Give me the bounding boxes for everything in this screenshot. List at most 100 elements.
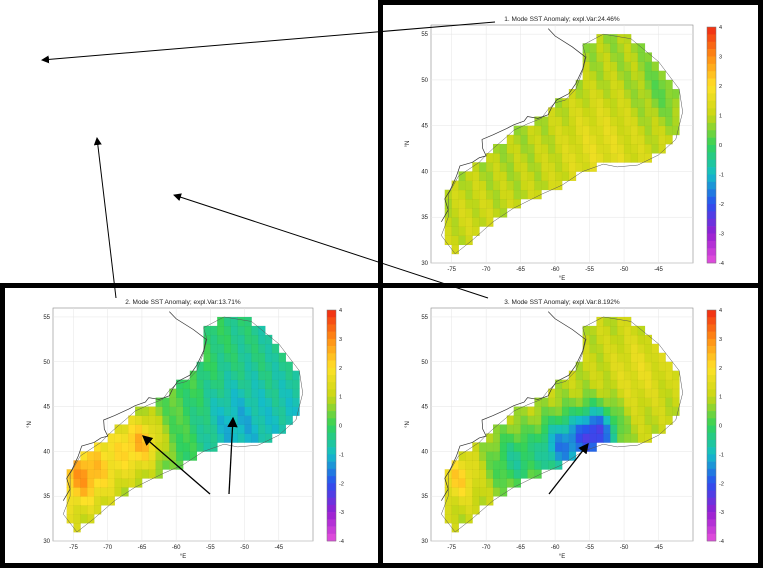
- x-tick-label: -45: [654, 267, 663, 273]
- field-cell: [444, 505, 453, 515]
- field-cell: [630, 61, 639, 72]
- field-cell: [237, 370, 245, 381]
- field-cell: [541, 134, 549, 145]
- field-cell: [610, 153, 618, 163]
- colorbar-segment: [707, 411, 716, 419]
- field-cell: [527, 134, 535, 145]
- field-cell: [472, 180, 480, 191]
- field-cell: [499, 424, 508, 434]
- colorbar-segment: [707, 533, 716, 542]
- field-cell: [141, 460, 150, 470]
- colorbar-segment: [327, 346, 336, 354]
- field-cell: [465, 235, 473, 246]
- field-cell: [217, 433, 225, 443]
- field-cell: [637, 143, 646, 154]
- colorbar-tick-label: 0: [339, 424, 342, 430]
- field-cell: [251, 406, 259, 416]
- field-cell: [506, 143, 515, 154]
- field-cell: [210, 388, 218, 399]
- colorbar-tick-label: -1: [719, 452, 724, 458]
- field-cell: [617, 61, 625, 72]
- field-cell: [575, 162, 584, 172]
- field-cell: [217, 325, 225, 336]
- field-cell: [223, 424, 232, 434]
- colorbar-segment: [327, 468, 336, 477]
- colorbar-segment: [707, 490, 716, 498]
- field-cell: [520, 153, 528, 163]
- field-cell: [596, 370, 604, 381]
- field-cell: [617, 107, 625, 117]
- field-cell: [555, 442, 563, 452]
- field-cell: [644, 424, 653, 434]
- field-cell: [589, 153, 597, 163]
- field-cell: [644, 88, 653, 99]
- field-cell: [479, 180, 487, 191]
- field-cell: [603, 79, 611, 90]
- field-cell: [644, 352, 653, 363]
- field-cell: [196, 397, 204, 407]
- field-cell: [486, 207, 494, 218]
- field-cell: [182, 424, 191, 434]
- field-cell: [541, 451, 549, 461]
- field-cell: [244, 361, 252, 372]
- field-cell: [451, 189, 459, 200]
- field-cell: [121, 460, 129, 470]
- field-cell: [644, 70, 653, 81]
- field-cell: [135, 406, 143, 416]
- x-tick-label: -70: [482, 545, 491, 551]
- field-cell: [486, 451, 494, 461]
- field-cell: [555, 116, 563, 127]
- field-cell: [610, 361, 618, 372]
- field-cell: [176, 442, 184, 452]
- colorbar-segment: [707, 432, 716, 441]
- x-tick-label: -50: [620, 267, 629, 273]
- field-cell: [479, 460, 487, 470]
- field-cell: [506, 153, 515, 163]
- field-cell: [672, 116, 680, 127]
- field-cell: [575, 388, 584, 399]
- field-cell: [658, 70, 666, 81]
- field-cell: [651, 343, 659, 354]
- field-cell: [230, 433, 239, 443]
- colorbar-segment: [707, 367, 716, 376]
- field-cell: [637, 107, 646, 117]
- field-cell: [610, 406, 618, 416]
- field-cell: [575, 116, 584, 127]
- colorbar-segment: [327, 476, 336, 484]
- field-cell: [499, 198, 508, 209]
- field-cell: [658, 134, 666, 145]
- field-cell: [603, 325, 611, 336]
- field-cell: [568, 116, 577, 127]
- field-cell: [617, 325, 625, 336]
- field-cell: [66, 496, 74, 506]
- colorbar-segment: [327, 454, 336, 462]
- field-cell: [534, 424, 542, 434]
- field-cell: [196, 433, 204, 443]
- field-cell: [534, 415, 542, 425]
- field-cell: [589, 343, 597, 354]
- colorbar-segment: [707, 211, 716, 220]
- colorbar-tick-label: 3: [719, 337, 722, 343]
- field-cell: [472, 207, 480, 218]
- field-cell: [520, 134, 528, 145]
- field-cell: [561, 433, 570, 443]
- field-cell: [114, 442, 122, 452]
- field-cell: [499, 442, 508, 452]
- colorbar-segment: [707, 130, 716, 138]
- field-cell: [87, 514, 95, 524]
- field-cell: [121, 478, 129, 488]
- field-cell: [589, 61, 597, 72]
- field-cell: [596, 325, 604, 336]
- field-cell: [623, 379, 632, 390]
- field-cell: [258, 424, 266, 434]
- field-cell: [637, 361, 646, 372]
- colorbar-segment: [707, 310, 716, 318]
- field-cell: [541, 125, 549, 136]
- field-cell: [141, 469, 150, 479]
- field-cell: [189, 442, 198, 452]
- colorbar-tick-label: 4: [719, 25, 722, 31]
- field-cell: [458, 171, 466, 182]
- field-cell: [603, 88, 611, 99]
- field-cell: [148, 460, 157, 470]
- colorbar-tick-label: 2: [719, 366, 722, 372]
